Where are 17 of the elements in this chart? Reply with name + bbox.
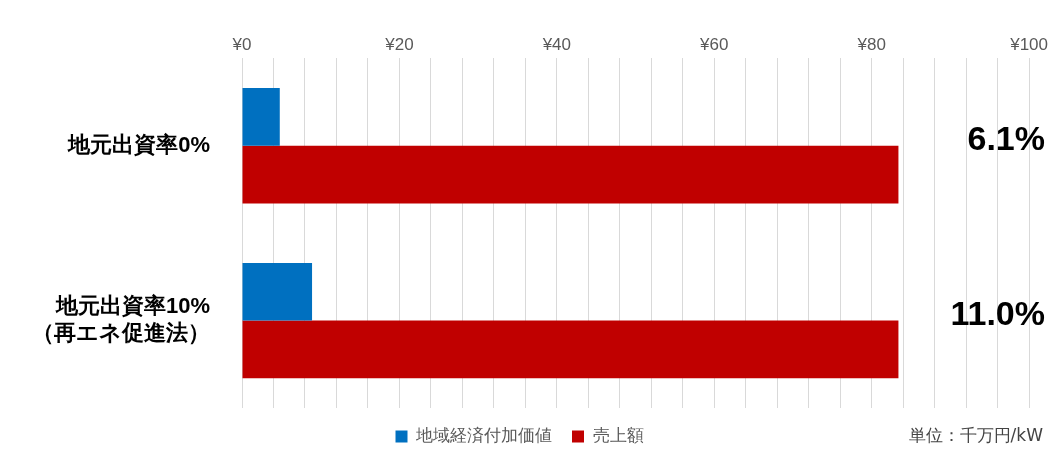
x-tick-label: ¥80 xyxy=(856,34,886,54)
bar xyxy=(242,145,899,204)
legend-label: 売上額 xyxy=(592,426,644,446)
y-tick-label: 地元出資率0% xyxy=(67,131,210,157)
x-tick-label: ¥60 xyxy=(699,34,729,54)
legend-label: 地域経済付加価値 xyxy=(415,426,552,446)
x-tick-label: ¥0 xyxy=(231,34,252,54)
annotation: 11.0% xyxy=(950,293,1045,332)
x-tick-label: ¥100 xyxy=(1009,34,1048,54)
x-tick-label: ¥20 xyxy=(384,34,414,54)
x-tick-label: ¥40 xyxy=(541,34,572,54)
text: 単位：千万円/kW xyxy=(908,425,1044,446)
bar xyxy=(242,320,899,379)
y-tick-label: 地元出資率10% （再エネ促進法） xyxy=(32,293,210,345)
bar xyxy=(242,88,280,146)
annotation: 6.1% xyxy=(967,119,1045,158)
bar xyxy=(242,262,313,321)
